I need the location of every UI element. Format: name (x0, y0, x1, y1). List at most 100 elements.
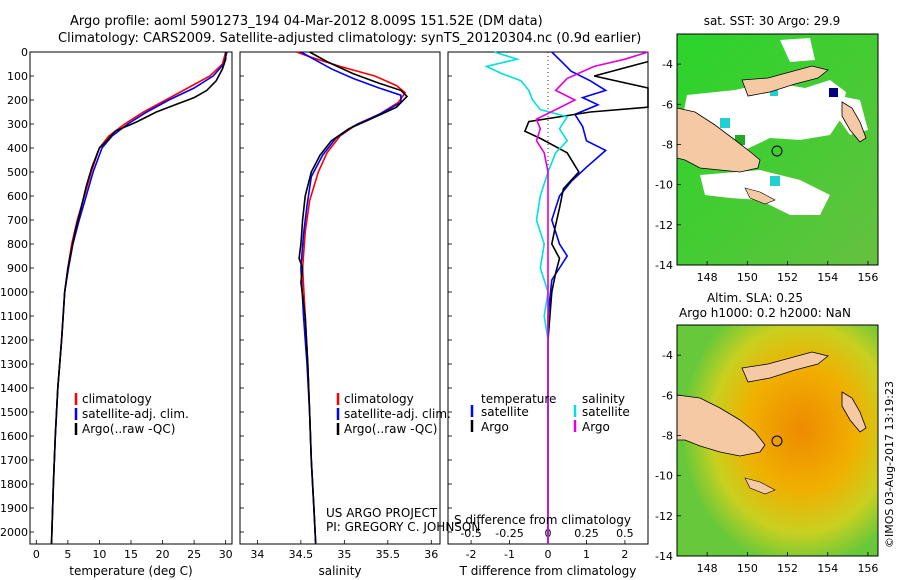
header-line-2: Climatology: CARS2009. Satellite-adjuste… (58, 31, 641, 46)
x-tick-label-salinity: 0.5 (616, 527, 634, 540)
sla-map (676, 324, 879, 557)
sst-cell (770, 176, 780, 186)
x-tick-label: 34 (250, 548, 264, 561)
s-difference-label: S difference from climatology (454, 513, 631, 527)
series-line-satellite-adj-clim- (300, 51, 402, 545)
x-tick-label: 5 (64, 548, 71, 561)
x-tick-label: 34.5 (289, 548, 314, 561)
x-tick-label-salinity: 0.25 (574, 527, 599, 540)
land-bougainville (841, 101, 867, 143)
legend-header-temperature: temperature (481, 392, 556, 406)
series-line-argo-raw-qc- (50, 52, 227, 545)
land-new-guinea (676, 394, 766, 457)
legend-label-t-argo: Argo (481, 420, 509, 434)
x-tick-label: 36 (424, 548, 438, 561)
map-x-tick-label: 152 (777, 271, 798, 284)
map-x-tick-label: 150 (737, 271, 758, 284)
legend-label-t-satellite: satellite (481, 405, 529, 419)
x-tick-label: -2 (466, 548, 477, 561)
depth-tick-label: 1200 (0, 334, 28, 347)
depth-tick-label: 1000 (0, 286, 28, 299)
x-tick-label: 10 (92, 548, 106, 561)
x-tick-label: 1 (583, 548, 590, 561)
series-line-satellite-adj-clim- (50, 51, 228, 545)
legend-label-satellite: satellite-adj. clim. (82, 407, 189, 421)
salinity-series (296, 51, 409, 545)
depth-tick-label: 1300 (0, 358, 28, 371)
x-tick-label: 35.5 (376, 548, 401, 561)
depth-tick-label: 1900 (0, 502, 28, 515)
t-difference-label: T difference from climatology (459, 564, 637, 578)
land-new-guinea (676, 107, 761, 173)
map-x-tick-label: 152 (777, 562, 798, 575)
sla-frame (676, 324, 879, 557)
sst-cell (735, 135, 745, 145)
series-line-s-argo (535, 51, 649, 544)
series-line-t-satellite (547, 51, 608, 544)
salinity-xlabel: salinity (318, 564, 361, 578)
masked-area (700, 170, 830, 215)
map-x-tick-label: 148 (697, 562, 718, 575)
depth-tick-label: 400 (7, 142, 28, 155)
depth-tick-label: 0 (21, 46, 28, 59)
sla-axes: 148 150 152 154 156 -4 -6 -8 -10 -12 -14 (655, 349, 878, 575)
legend-label-s-argo: Argo (582, 420, 610, 434)
temperature-x-axis: 0 5 10 15 20 25 30 (33, 540, 233, 561)
imos-stamp: ©IMOS 03-Aug-2017 13:19:23 (883, 381, 896, 548)
depth-axis: 0 100 200 300 400 500 600 700 800 900 1000 1100 1200… (0, 46, 452, 539)
x-tick-label: 25 (187, 548, 201, 561)
map-y-tick-label: -10 (655, 470, 673, 483)
x-tick-label: -1 (504, 548, 515, 561)
sst-axes: 148 150 152 154 156 -4 -6 -8 -10 -12 -14 (655, 58, 878, 284)
map-y-tick-label: -4 (662, 58, 673, 71)
sst-map-title: sat. SST: 30 Argo: 29.9 (704, 14, 841, 28)
map-y-tick-label: -6 (662, 389, 673, 402)
temperature-axes (29, 51, 233, 545)
x-tick-label: 0 (33, 548, 40, 561)
map-y-tick-label: -12 (655, 219, 673, 232)
x-tick-label: 30 (219, 548, 233, 561)
map-y-tick-label: -12 (655, 510, 673, 523)
legend-label-argo: Argo(..raw -QC) (82, 422, 175, 436)
depth-tick-label: 2000 (0, 526, 28, 539)
legend-label-satellite: satellite-adj. clim. (344, 407, 451, 421)
series-line-climatology (296, 51, 407, 545)
depth-tick-label: 1400 (0, 382, 28, 395)
sst-cell (720, 118, 730, 128)
land-bougainville (841, 391, 867, 433)
sst-cell (770, 88, 778, 96)
map-x-tick-label: 150 (737, 562, 758, 575)
map-y-tick-label: -8 (662, 138, 673, 151)
map-y-tick-label: -6 (662, 98, 673, 111)
map-x-tick-label: 154 (817, 562, 838, 575)
map-y-tick-label: -4 (662, 349, 673, 362)
land-islands (744, 477, 776, 495)
temperature-legend: climatology satellite-adj. clim. Argo(..… (74, 392, 189, 436)
legend-label-s-satellite: satellite (582, 405, 630, 419)
legend-label-climatology: climatology (344, 392, 414, 406)
x-tick-label: 0 (545, 548, 552, 561)
sst-frame (676, 33, 879, 266)
depth-tick-label: 200 (7, 94, 28, 107)
sla-map-title: Altim. SLA: 0.25 (707, 291, 803, 305)
map-x-tick-label: 154 (817, 271, 838, 284)
depth-tick-label: 600 (7, 190, 28, 203)
temperature-series (50, 51, 228, 545)
sla-map-subtitle: Argo h1000: 0.2 h2000: NaN (679, 306, 851, 320)
depth-tick-label: 1600 (0, 430, 28, 443)
argo-float-marker (771, 145, 783, 157)
depth-tick-label: 500 (7, 166, 28, 179)
series-line-argo-raw-qc- (298, 51, 409, 545)
map-y-tick-label: -14 (655, 259, 673, 272)
temperature-xlabel: temperature (deg C) (69, 564, 192, 578)
depth-tick-label: 300 (7, 118, 28, 131)
legend-label-climatology: climatology (82, 392, 152, 406)
depth-tick-label: 1100 (0, 310, 28, 323)
x-tick-label: 35 (337, 548, 351, 561)
land-islands (744, 187, 776, 205)
legend-label-argo: Argo(..raw -QC) (344, 422, 437, 436)
difference-legend: temperature salinity satellite Argo sate… (470, 392, 630, 434)
header-line-1: Argo profile: aoml 5901273_194 04-Mar-20… (70, 14, 543, 29)
salinity-legend: climatology satellite-adj. clim. Argo(..… (336, 392, 451, 436)
salinity-axes (239, 51, 441, 545)
